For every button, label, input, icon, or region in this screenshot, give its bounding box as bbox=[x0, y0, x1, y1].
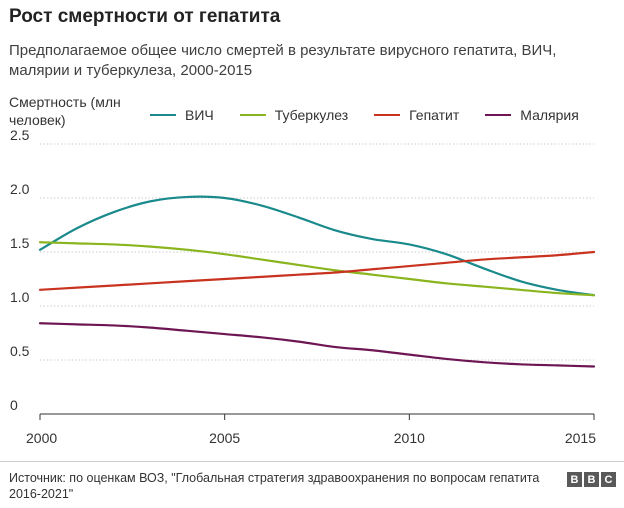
legend-swatch-hiv bbox=[150, 114, 176, 116]
line-chart: 0 0.5 1.0 1.5 2.0 2.5 2000 2005 2010 2015 bbox=[10, 127, 596, 446]
series-line-malaria bbox=[38, 322, 596, 368]
legend-item-hiv: ВИЧ bbox=[150, 107, 214, 123]
footer-divider bbox=[0, 461, 624, 462]
x-tick-label: 2005 bbox=[209, 430, 240, 446]
legend-swatch-tuberculosis bbox=[239, 114, 266, 116]
series-line-hepatitis bbox=[38, 250, 596, 291]
legend-swatch-hepatitis bbox=[374, 114, 401, 116]
chart-subtitle: Предполагаемое общее число смертей в рез… bbox=[9, 42, 557, 79]
series-line-tuberculosis bbox=[38, 241, 596, 297]
y-tick-label: 0 bbox=[10, 397, 18, 413]
x-tick-label: 2010 bbox=[394, 430, 425, 446]
x-tick-label: 2000 bbox=[26, 430, 57, 446]
x-tick-label: 2015 bbox=[565, 430, 596, 446]
legend: ВИЧ Туберкулез Гепатит Малярия bbox=[150, 105, 605, 125]
bbc-logo-letter: B bbox=[567, 472, 582, 487]
y-tick-label: 1.5 bbox=[10, 235, 30, 251]
legend-label-tuberculosis: Туберкулез bbox=[274, 107, 349, 123]
y-axis-label: Смертность (млн человек) bbox=[9, 94, 121, 128]
legend-item-hepatitis: Гепатит bbox=[374, 107, 459, 123]
legend-swatch-malaria bbox=[485, 114, 512, 116]
legend-label-malaria: Малярия bbox=[520, 107, 579, 123]
y-tick-label: 1.0 bbox=[10, 289, 30, 305]
y-tick-label: 2.0 bbox=[10, 181, 30, 197]
legend-item-malaria: Малярия bbox=[485, 107, 579, 123]
series-line-hiv bbox=[38, 195, 596, 297]
legend-item-tuberculosis: Туберкулез bbox=[239, 107, 349, 123]
legend-label-hepatitis: Гепатит bbox=[409, 107, 460, 123]
bbc-logo: B B C bbox=[565, 472, 616, 487]
y-tick-label: 2.5 bbox=[10, 127, 30, 143]
chart-title: Рост смертности от гепатита bbox=[9, 6, 281, 27]
bbc-logo-letter: C bbox=[601, 472, 616, 487]
y-tick-label: 0.5 bbox=[10, 343, 30, 359]
bbc-logo-letter: B bbox=[584, 472, 599, 487]
source-note: Источник: по оценкам ВОЗ, "Глобальная ст… bbox=[9, 471, 540, 501]
legend-label-hiv: ВИЧ bbox=[185, 107, 214, 123]
